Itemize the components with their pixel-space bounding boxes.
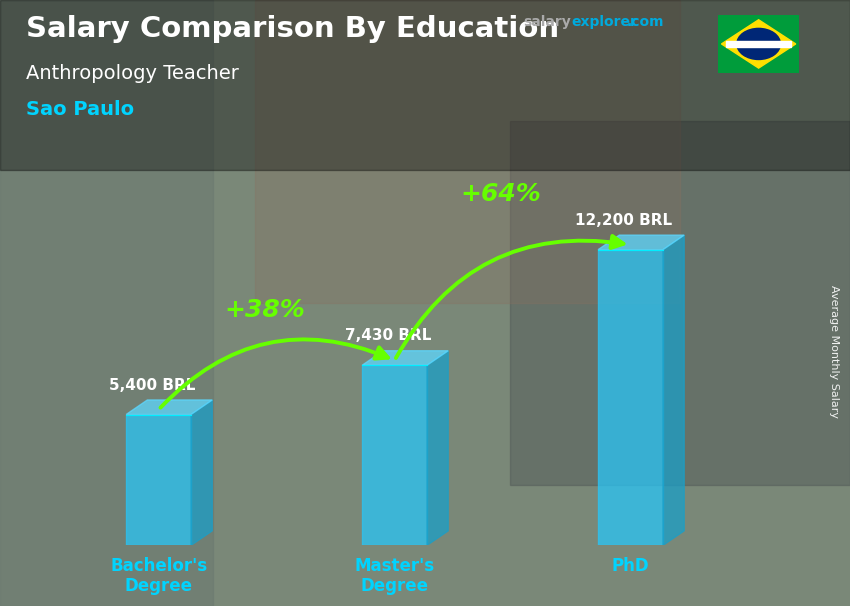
Polygon shape bbox=[126, 400, 212, 415]
Polygon shape bbox=[427, 351, 448, 545]
Text: Salary Comparison By Education: Salary Comparison By Education bbox=[26, 15, 558, 43]
Text: Average Monthly Salary: Average Monthly Salary bbox=[829, 285, 839, 418]
Text: explorer: explorer bbox=[571, 15, 638, 29]
Text: .com: .com bbox=[626, 15, 664, 29]
Polygon shape bbox=[191, 400, 212, 545]
Circle shape bbox=[737, 28, 780, 59]
Bar bbox=[255, 0, 680, 303]
Polygon shape bbox=[362, 351, 448, 365]
Bar bbox=[126, 415, 191, 545]
Bar bbox=[362, 365, 427, 545]
Polygon shape bbox=[663, 235, 684, 545]
Text: 12,200 BRL: 12,200 BRL bbox=[575, 213, 672, 228]
Text: 7,430 BRL: 7,430 BRL bbox=[345, 328, 431, 344]
Bar bbox=[598, 250, 663, 545]
Bar bbox=[0, 0, 212, 606]
Text: 5,400 BRL: 5,400 BRL bbox=[109, 378, 196, 393]
Text: Sao Paulo: Sao Paulo bbox=[26, 100, 133, 119]
Bar bbox=[510, 121, 850, 485]
Bar bbox=[726, 41, 790, 47]
Text: salary: salary bbox=[523, 15, 570, 29]
Polygon shape bbox=[722, 20, 796, 68]
Bar bbox=[0, 0, 850, 170]
Polygon shape bbox=[598, 235, 684, 250]
Text: +64%: +64% bbox=[461, 182, 541, 206]
Text: Anthropology Teacher: Anthropology Teacher bbox=[26, 64, 238, 82]
Text: +38%: +38% bbox=[224, 298, 305, 322]
